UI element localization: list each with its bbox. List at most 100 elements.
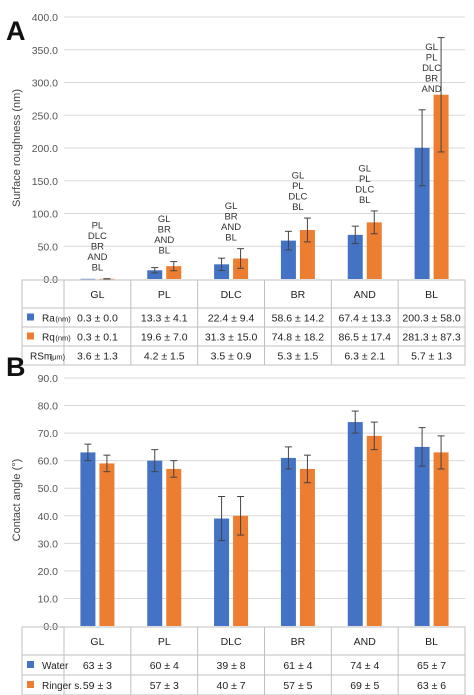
panel-b-bar-ringers-gl: [99, 463, 115, 626]
panel-b-table-cell: 69 ± 5: [350, 680, 379, 692]
panel-a-significance-label: BL: [92, 263, 104, 274]
panel-b-letter: B: [6, 352, 26, 382]
panel-a-bar-ra-and: [347, 234, 363, 279]
panel-b-table-header-and: AND: [354, 636, 377, 648]
panel-a-table-row-unit: (μm): [50, 353, 66, 362]
panel-a-bar-rq-bl: [433, 94, 449, 279]
panel-b-bar-ringers-bl: [433, 452, 449, 626]
panel-b-table-row-label: Ringer s.: [42, 681, 82, 692]
panel-b-bar-ringers-pl: [166, 468, 182, 626]
panel-b-y-tick-label: 60.0: [38, 456, 59, 468]
panel-a-table-cell: 200.3 ± 58.0: [402, 313, 460, 325]
panel-a-legend-marker: [27, 313, 34, 321]
panel-b-table-cell: 40 ± 7: [217, 680, 246, 692]
panel-b-bar-water-pl: [147, 460, 163, 626]
panel-b-table-cell: 57 ± 5: [283, 680, 312, 692]
panel-a-table-cell: 3.5 ± 0.9: [211, 351, 252, 363]
panel-a-significance-label: BR: [425, 74, 438, 85]
panel-b-y-tick-label: 30.0: [38, 538, 59, 550]
panel-a-significance-label: PL: [426, 53, 438, 64]
panel-a-table-cell: 74.8 ± 18.2: [272, 332, 325, 344]
panel-a-table-cell: 19.6 ± 7.0: [141, 332, 188, 344]
panel-a-table-row-label: RSm: [30, 352, 52, 363]
panel-a-significance-label: BR: [91, 242, 104, 253]
panel-a-significance-label: DLC: [288, 192, 307, 203]
panel-a-table-cell: 4.2 ± 1.5: [144, 351, 185, 363]
panel-b-bar-ringers-dlc: [233, 515, 249, 626]
panel-b-table-cell: 63 ± 3: [83, 660, 112, 672]
panel-b-bar-ringers-and: [366, 435, 382, 626]
panel-a-y-tick-label: 100.0: [32, 209, 58, 221]
panel-b-table-cell: 63 ± 6: [417, 680, 446, 692]
panel-a-table-cell: 67.4 ± 13.3: [339, 313, 392, 325]
panel-a-table-cell: 31.3 ± 15.0: [205, 332, 258, 344]
panel-b-legend-marker: [27, 681, 34, 688]
panel-a-y-tick-label: 150.0: [32, 176, 58, 188]
panel-b-table-cell: 39 ± 8: [217, 660, 246, 672]
panel-a-table-cell: 281.3 ± 87.3: [402, 332, 460, 344]
panel-a-significance-label: BL: [158, 246, 170, 257]
panel-a-y-tick-label: 50.0: [38, 241, 59, 253]
panel-b-bar-water-and: [347, 422, 363, 626]
panel-a-table-header-and: AND: [354, 289, 377, 301]
panel-a-significance-label: AND: [422, 84, 442, 95]
panel-a-bar-ra-bl: [414, 147, 430, 279]
panel-a-bar-rq-pl: [166, 266, 182, 279]
panel-a-table-cell: 6.3 ± 2.1: [344, 351, 385, 363]
panel-a-table-cell: 86.5 ± 17.4: [339, 332, 392, 344]
panel-b-table-cell: 74 ± 4: [350, 660, 379, 672]
panel-b-y-tick-label: 40.0: [38, 511, 59, 523]
panel-b-bar-water-bl: [414, 446, 430, 626]
panel-a-significance-label: BR: [224, 212, 237, 223]
panel-a-significance-label: AND: [154, 235, 174, 246]
panel-a-significance-label: PL: [359, 174, 371, 185]
panel-a-table-cell: 22.4 ± 9.4: [208, 313, 255, 325]
panel-b-y-tick-label: 90.0: [38, 373, 59, 385]
panel-a-letter: A: [6, 16, 26, 46]
panel-a-y-tick-label: 350.0: [32, 45, 58, 57]
panel-a-significance-label: BL: [359, 195, 371, 206]
panel-a-table-row-label: Ra: [42, 314, 55, 325]
panel-a-table-cell: 0.3 ± 0.1: [77, 332, 118, 344]
panel-b-y-tick-label: 70.0: [38, 428, 59, 440]
panel-a-table-header-pl: PL: [158, 289, 171, 301]
panel-b-table-cell: 65 ± 7: [417, 660, 446, 672]
panel-a-significance-label: BL: [225, 233, 237, 244]
panel-b-y-tick-label: 50.0: [38, 483, 59, 495]
panel-a-table-header-bl: BL: [425, 289, 438, 301]
panel-a-table-cell: 58.6 ± 14.2: [272, 313, 325, 325]
panel-a-significance-label: BR: [158, 225, 171, 236]
panel-a-y-tick-label: 200.0: [32, 143, 58, 155]
panel-a-y-tick-label: 400.0: [32, 12, 58, 24]
panel-b-bar-ringers-br: [299, 468, 315, 626]
panel-a-bar-ra-gl: [80, 278, 96, 280]
panel-a-significance-label: DLC: [422, 63, 441, 74]
panel-b-table-row-label: Water: [42, 661, 69, 672]
panel-a-significance-label: GL: [425, 42, 438, 53]
panel-a-table-cell: 5.3 ± 1.5: [278, 351, 319, 363]
panel-a-significance-label: DLC: [88, 231, 107, 242]
panel-b-table-cell: 57 ± 3: [150, 680, 179, 692]
panel-a-table-header-dlc: DLC: [221, 289, 242, 301]
panel-b-table-header-br: BR: [291, 636, 306, 648]
panel-a-significance-label: AND: [87, 252, 107, 263]
panel-a-table-header-br: BR: [291, 289, 306, 301]
panel-b-table-header-dlc: DLC: [221, 636, 242, 648]
panel-a-significance-label: PL: [292, 181, 304, 192]
panel-b-table-header-bl: BL: [425, 636, 438, 648]
panel-b-table-cell: 59 ± 3: [83, 680, 112, 692]
panel-a-y-tick-label: 300.0: [32, 78, 58, 90]
panel-a-significance-label: GL: [158, 214, 171, 225]
panel-a-table-header-gl: GL: [90, 289, 104, 301]
panel-b-table-header-gl: GL: [90, 636, 104, 648]
panel-a-table-cell: 3.6 ± 1.3: [77, 351, 118, 363]
panel-b-y-tick-label: 80.0: [38, 401, 59, 413]
panel-b-bar-water-dlc: [214, 518, 230, 626]
panel-b-table-cell: 61 ± 4: [283, 660, 312, 672]
panel-a-bar-ra-pl: [147, 270, 163, 279]
panel-b-table-cell: 60 ± 4: [150, 660, 179, 672]
panel-a-significance-label: DLC: [355, 184, 374, 195]
panel-b-y-tick-label: 10.0: [38, 593, 59, 605]
